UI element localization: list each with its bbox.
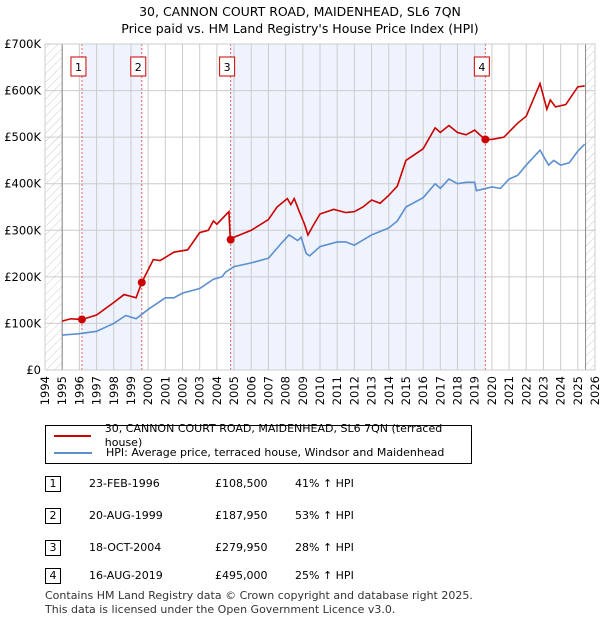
sale-label-box [473, 56, 490, 77]
sale-label-box [219, 56, 236, 77]
sale-hpi-diff: 53% ↑ HPI [295, 509, 354, 522]
legend-item-hpi: HPI: Average price, terraced house, Wind… [54, 446, 444, 460]
sale-label-box [70, 56, 87, 77]
shaded-band [230, 44, 486, 370]
x-tick-label: 2008 [279, 376, 293, 405]
x-tick-label: 2022 [519, 376, 533, 405]
legend-label: 30, CANNON COURT ROAD, MAIDENHEAD, SL6 7… [104, 422, 443, 449]
sale-row: 4 16-AUG-2019 £495,000 25% ↑ HPI [45, 568, 445, 584]
sale-hpi-diff: 28% ↑ HPI [295, 541, 354, 554]
x-tick-label: 2009 [296, 376, 310, 405]
sale-hpi-diff: 41% ↑ HPI [295, 477, 354, 490]
x-tick-label: 2002 [176, 376, 190, 405]
x-tick-label: 2023 [536, 376, 550, 405]
x-tick-label: 2016 [416, 376, 430, 405]
sale-label: 3 [224, 61, 231, 74]
x-tick-label: 1995 [55, 376, 69, 405]
y-tick-label: £100K [4, 316, 41, 330]
x-tick-label: 2013 [365, 376, 379, 405]
y-tick-label: £500K [4, 130, 41, 144]
sale-price: £495,000 [215, 569, 268, 582]
x-tick-label: 2007 [261, 376, 275, 405]
sale-price: £108,500 [215, 477, 268, 490]
x-tick-label: 2017 [433, 376, 447, 405]
plot-border [44, 43, 596, 371]
sale-number: 3 [45, 540, 61, 556]
price-chart: 1994 1995 1996 1997 1998 1999 2000 2001 2002 2003… [4, 37, 600, 405]
sale-label-box [130, 56, 147, 77]
x-tick-label: 1997 [90, 376, 104, 405]
sale-label: 2 [135, 61, 142, 74]
hpi-line [62, 143, 586, 336]
y-tick-label: £600K [4, 84, 41, 98]
subtitle-line: Price paid vs. HM Land Registry's House … [121, 21, 479, 36]
sale-point [137, 278, 146, 287]
y-tick-label: £200K [4, 270, 41, 284]
x-tick-label: 2015 [399, 376, 413, 405]
sale-label: 4 [478, 61, 485, 74]
x-tick-label: 2025 [571, 376, 585, 405]
hatched-region [45, 44, 63, 370]
sale-number: 2 [45, 508, 61, 524]
x-tick-label: 2004 [210, 376, 224, 405]
legend-swatch [54, 452, 92, 454]
legend-label: HPI: Average price, terraced house, Wind… [106, 446, 445, 459]
x-tick-label: 2020 [485, 376, 499, 405]
x-tick-label: 1998 [107, 376, 121, 405]
footer: Contains HM Land Registry data © Crown c… [45, 589, 473, 617]
x-tick-label: 2005 [227, 376, 241, 405]
sale-price: £187,950 [215, 509, 268, 522]
x-tick-label: 2006 [244, 376, 258, 405]
sale-hpi-diff: 25% ↑ HPI [295, 569, 354, 582]
sale-point [77, 315, 86, 324]
x-tick-label: 2012 [347, 376, 361, 405]
sale-row: 1 23-FEB-1996 £108,500 41% ↑ HPI [45, 476, 445, 492]
x-tick-label: 1999 [124, 376, 138, 405]
x-tick-label: 2019 [468, 376, 482, 405]
legend-swatch [54, 435, 91, 437]
sale-number: 4 [45, 568, 61, 584]
sale-point [226, 235, 235, 244]
property-line [61, 81, 585, 322]
y-tick-label: £700K [4, 37, 41, 51]
sale-row: 2 20-AUG-1999 £187,950 53% ↑ HPI [45, 508, 445, 524]
legend-item-property: 30, CANNON COURT ROAD, MAIDENHEAD, SL6 7… [54, 422, 471, 449]
y-tick-label: £0 [26, 363, 41, 377]
x-tick-label: 2021 [502, 376, 516, 405]
x-tick-label: 2011 [330, 376, 344, 405]
footer-line: Contains HM Land Registry data © Crown c… [45, 589, 473, 602]
x-tick-label: 2000 [141, 376, 155, 405]
sale-price: £279,950 [215, 541, 268, 554]
x-tick-label: 1994 [38, 376, 52, 405]
sale-date: 16-AUG-2019 [89, 569, 163, 582]
shaded-band [81, 44, 142, 370]
x-tick-label: 1996 [72, 376, 86, 405]
x-tick-label: 2001 [158, 376, 172, 405]
chart-title: 30, CANNON COURT ROAD, MAIDENHEAD, SL6 7… [0, 3, 600, 37]
x-tick-label: 2018 [451, 376, 465, 405]
sale-number: 1 [45, 476, 61, 492]
hatched-region [585, 44, 595, 370]
footer-line: This data is licensed under the Open Gov… [45, 603, 396, 616]
x-tick-label: 2010 [313, 376, 327, 405]
x-tick-label: 2003 [193, 376, 207, 405]
y-tick-label: £300K [4, 223, 41, 237]
sale-date: 23-FEB-1996 [89, 477, 160, 490]
x-tick-label: 2014 [382, 376, 396, 405]
x-tick-label: 2026 [588, 376, 600, 405]
x-tick-label: 2024 [554, 376, 568, 405]
sale-date: 18-OCT-2004 [89, 541, 162, 554]
y-tick-label: £400K [4, 177, 41, 191]
sale-row: 3 18-OCT-2004 £279,950 28% ↑ HPI [45, 540, 445, 556]
title-line: 30, CANNON COURT ROAD, MAIDENHEAD, SL6 7… [139, 4, 461, 19]
sale-date: 20-AUG-1999 [89, 509, 163, 522]
sale-label: 1 [75, 61, 82, 74]
legend: 30, CANNON COURT ROAD, MAIDENHEAD, SL6 7… [45, 422, 472, 464]
sale-point [481, 135, 490, 144]
